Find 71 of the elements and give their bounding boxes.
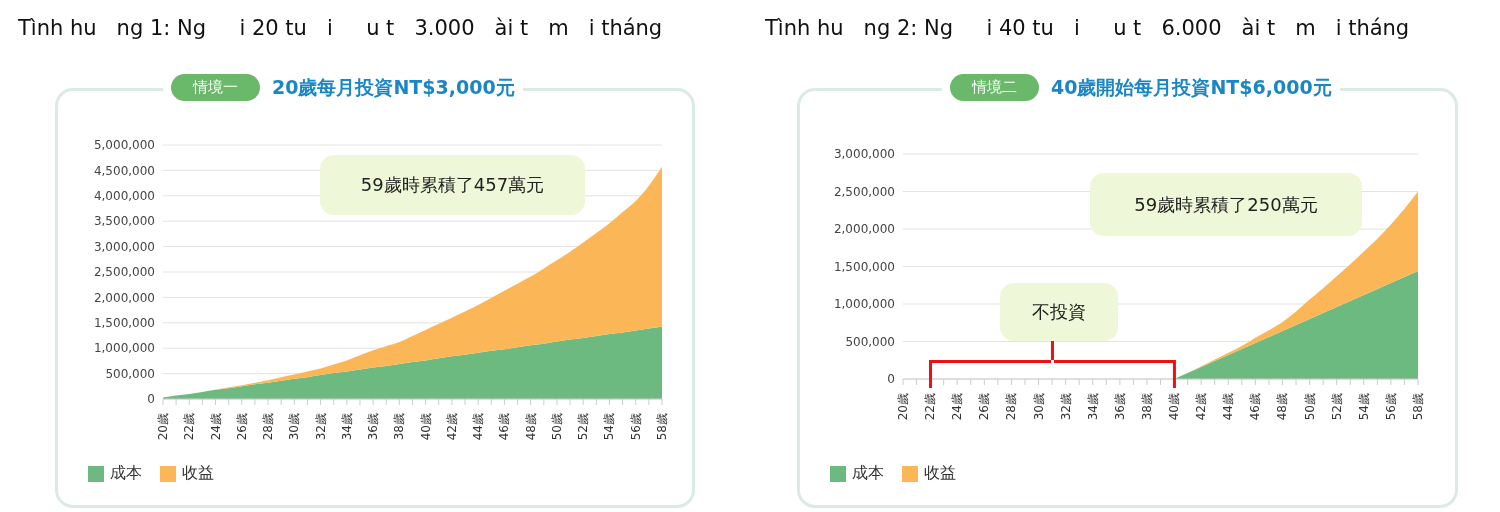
y-tick-label: 1,000,000 xyxy=(93,341,155,356)
y-tick-label: 4,500,000 xyxy=(93,163,155,178)
x-tick-label: 50歲 xyxy=(549,413,564,441)
x-tick-label: 52歲 xyxy=(576,413,591,441)
x-tick-label: 20歲 xyxy=(156,413,170,441)
text: 情境一 xyxy=(171,74,260,101)
x-tick-label: 32歲 xyxy=(1058,393,1073,421)
y-tick-label: 5,000,000 xyxy=(93,138,155,153)
callout-box: 59歲時累積了457萬元 xyxy=(320,155,585,215)
y-tick-label: 500,000 xyxy=(845,334,895,349)
y-tick-label: 3,500,000 xyxy=(93,214,155,229)
y-tick-label: 1,500,000 xyxy=(93,316,155,331)
x-tick-label: 38歲 xyxy=(1139,393,1154,421)
x-tick-label: 56歲 xyxy=(628,413,643,441)
x-tick-label: 30歲 xyxy=(1031,393,1046,421)
y-tick-label: 3,000,000 xyxy=(833,147,895,162)
callout-box: 不投資 xyxy=(1000,283,1118,341)
chart-title: Tình hu ng 2: Ng i 40 tu i u t 6.000 ài t m i tháng xyxy=(765,16,1410,40)
x-tick-label: 40歲 xyxy=(418,413,433,441)
y-tick-label: 4,000,000 xyxy=(93,189,155,204)
x-tick-label: 58歲 xyxy=(1411,393,1425,421)
x-tick-label: 42歲 xyxy=(444,413,459,441)
x-tick-label: 28歲 xyxy=(1004,393,1019,421)
y-tick-label: 2,000,000 xyxy=(833,222,895,237)
x-tick-label: 44歲 xyxy=(471,413,486,441)
x-tick-label: 42歲 xyxy=(1194,393,1209,421)
x-tick-label: 22歲 xyxy=(923,393,938,421)
legend-label: 收益 xyxy=(923,463,956,484)
x-tick-label: 34歲 xyxy=(1085,393,1100,421)
x-tick-label: 48歲 xyxy=(523,413,538,441)
x-tick-label: 44歲 xyxy=(1221,393,1236,421)
x-tick-label: 58歲 xyxy=(655,413,669,441)
x-tick-label: 32歲 xyxy=(313,413,328,441)
y-tick-label: 0 xyxy=(887,372,895,387)
x-tick-label: 40歲 xyxy=(1167,393,1182,421)
x-tick-label: 56歲 xyxy=(1383,393,1398,421)
chart-title: Tình hu ng 1: Ng i 20 tu i u t 3.000 ài t m i tháng xyxy=(18,16,663,40)
y-tick-label: 1,500,000 xyxy=(833,259,895,274)
x-tick-label: 22歲 xyxy=(182,413,197,441)
x-tick-label: 54歲 xyxy=(602,413,617,441)
legend-label: 成本 xyxy=(851,463,884,484)
x-tick-label: 38歲 xyxy=(392,413,407,441)
x-tick-label: 26歲 xyxy=(234,413,249,441)
x-tick-label: 36歲 xyxy=(366,413,381,441)
x-tick-label: 30歲 xyxy=(287,413,302,441)
chart-subtitle: 40歲開始每月投資NT$6,000元 xyxy=(1051,74,1332,100)
x-tick-label: 54歲 xyxy=(1356,393,1371,421)
y-tick-label: 500,000 xyxy=(105,366,155,381)
y-tick-label: 2,500,000 xyxy=(93,265,155,280)
y-tick-label: 2,500,000 xyxy=(833,184,895,199)
callout-box: 59歲時累積了250萬元 xyxy=(1090,173,1362,236)
x-tick-label: 24歲 xyxy=(950,393,965,421)
x-tick-label: 28歲 xyxy=(261,413,276,441)
legend-label: 收益 xyxy=(181,463,214,484)
chart-subtitle: 20歲每月投資NT$3,000元 xyxy=(272,74,515,100)
legend-label: 成本 xyxy=(109,463,142,484)
x-tick-label: 52歲 xyxy=(1329,393,1344,421)
x-tick-label: 34歲 xyxy=(339,413,354,441)
x-tick-label: 36歲 xyxy=(1112,393,1127,421)
x-tick-label: 46歲 xyxy=(1248,393,1263,421)
x-tick-label: 24歲 xyxy=(208,413,223,441)
x-tick-label: 50歲 xyxy=(1302,393,1317,421)
x-tick-label: 48歲 xyxy=(1275,393,1290,421)
y-tick-label: 3,000,000 xyxy=(93,239,155,254)
y-tick-label: 2,000,000 xyxy=(93,290,155,305)
text: 情境二 xyxy=(950,74,1039,101)
x-tick-label: 20歲 xyxy=(896,393,910,421)
y-tick-label: 1,000,000 xyxy=(833,297,895,312)
y-tick-label: 0 xyxy=(147,392,155,407)
x-tick-label: 46歲 xyxy=(497,413,512,441)
x-tick-label: 26歲 xyxy=(977,393,992,421)
